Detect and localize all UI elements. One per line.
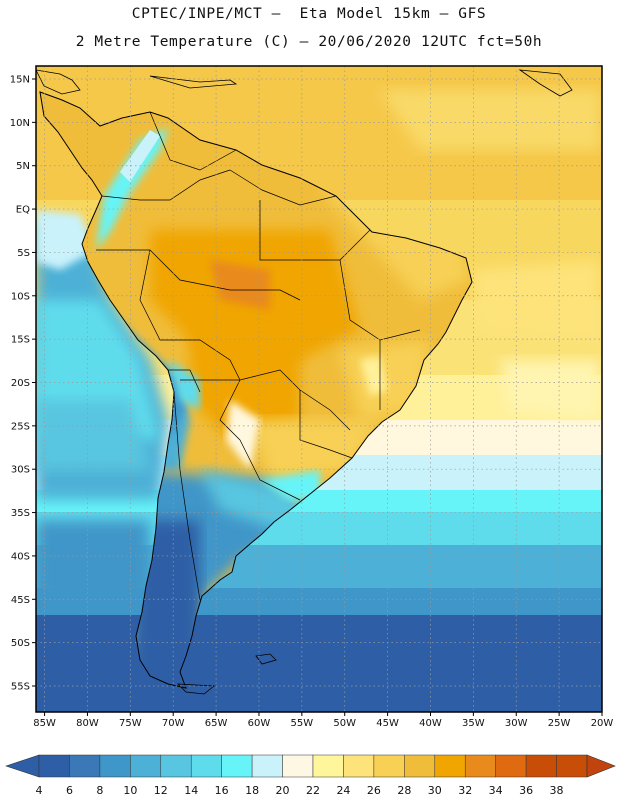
colorbar-label: 6 [66, 784, 73, 797]
longitude-tick-label: 75W [119, 718, 142, 729]
longitude-tick-label: 55W [291, 718, 314, 729]
colorbar-swatch [312, 754, 344, 778]
longitude-tick-label: 60W [248, 718, 271, 729]
colorbar-swatch [221, 754, 253, 778]
colorbar-high-arrow [586, 754, 616, 778]
map-title-line-1: CPTEC/INPE/MCT – Eta Model 15km – GFS [131, 6, 487, 22]
colorbar-label: 24 [336, 784, 350, 797]
colorbar-label: 26 [367, 784, 381, 797]
latitude-tick-label: 5N [16, 161, 30, 172]
latitude-tick-label: 50S [11, 638, 30, 649]
longitude-tick-label: 40W [419, 718, 442, 729]
map-title-line-2: 2 Metre Temperature (C) – 20/06/2020 12U… [75, 34, 543, 50]
colorbar-swatch [160, 754, 192, 778]
colorbar-label: 12 [154, 784, 168, 797]
temperature-field [36, 66, 602, 712]
colorbar: 4 6 8 10 12 14 16 18 20 22 24 26 28 30 32 34 36 38 [5, 754, 616, 797]
latitude-axis: 15N 10N 5N EQ 5S 10S 15S 20S 25S 30S 35S 40S 45S 50S 5… [10, 75, 36, 692]
colorbar-swatch [282, 754, 314, 778]
colorbar-swatch [404, 754, 436, 778]
latitude-tick-label: 20S [11, 378, 30, 389]
latitude-tick-label: 30S [11, 465, 30, 476]
latitude-tick-label: 10S [11, 291, 30, 302]
colorbar-swatch [99, 754, 131, 778]
longitude-tick-label: 45W [376, 718, 399, 729]
colorbar-swatch [69, 754, 101, 778]
latitude-tick-label: 15N [10, 75, 30, 86]
colorbar-label: 30 [428, 784, 442, 797]
colorbar-swatch [373, 754, 405, 778]
colorbar-swatch [130, 754, 162, 778]
colorbar-label: 36 [519, 784, 533, 797]
colorbar-label: 18 [245, 784, 259, 797]
colorbar-swatch [190, 754, 222, 778]
colorbar-swatch [251, 754, 283, 778]
longitude-tick-label: 25W [548, 718, 571, 729]
latitude-tick-label: 25S [11, 421, 30, 432]
longitude-tick-label: 35W [462, 718, 485, 729]
colorbar-label: 38 [550, 784, 564, 797]
colorbar-label: 34 [489, 784, 503, 797]
colorbar-swatch [343, 754, 375, 778]
latitude-tick-label: 5S [17, 248, 30, 259]
colorbar-label: 28 [397, 784, 411, 797]
latitude-tick-label: 55S [11, 681, 30, 692]
colorbar-label: 4 [36, 784, 43, 797]
colorbar-label: 22 [306, 784, 320, 797]
longitude-tick-label: 65W [205, 718, 228, 729]
colorbar-swatch [434, 754, 466, 778]
longitude-axis: 85W 80W 75W 70W 65W 60W 55W 50W 45W 40W 35W 30W 25W 2… [33, 712, 613, 729]
colorbar-label: 32 [458, 784, 472, 797]
colorbar-label: 16 [215, 784, 229, 797]
latitude-tick-label: 40S [11, 551, 30, 562]
latitude-tick-label: 15S [11, 335, 30, 346]
colorbar-swatch [38, 754, 70, 778]
colorbar-swatch [556, 754, 588, 778]
colorbar-label: 20 [276, 784, 290, 797]
colorbar-swatch [525, 754, 557, 778]
colorbar-label: 10 [123, 784, 137, 797]
longitude-tick-label: 85W [33, 718, 56, 729]
latitude-tick-label: 45S [11, 595, 30, 606]
map-frame [35, 65, 603, 713]
longitude-tick-label: 30W [505, 718, 528, 729]
colorbar-label: 8 [96, 784, 103, 797]
latitude-tick-label: 10N [10, 118, 30, 129]
colorbar-label: 14 [184, 784, 198, 797]
colorbar-swatch [495, 754, 527, 778]
longitude-tick-label: 20W [591, 718, 614, 729]
latitude-tick-label: 35S [11, 508, 30, 519]
longitude-tick-label: 80W [76, 718, 99, 729]
longitude-tick-label: 70W [162, 718, 185, 729]
colorbar-swatch [464, 754, 496, 778]
longitude-tick-label: 50W [333, 718, 356, 729]
colorbar-low-arrow [5, 754, 40, 778]
latitude-tick-label: EQ [16, 205, 30, 216]
